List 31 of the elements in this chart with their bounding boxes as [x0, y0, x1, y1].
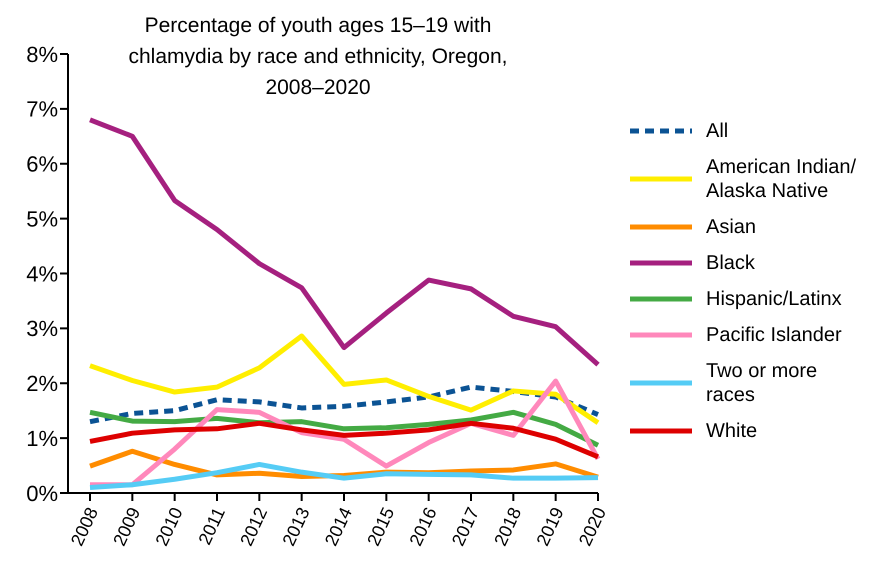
x-tick-label: 2012: [236, 504, 272, 549]
y-tick-label: 0%: [26, 480, 58, 506]
y-tick-label: 1%: [26, 426, 58, 451]
y-tick-label: 3%: [26, 316, 58, 342]
legend-label: White: [706, 418, 758, 442]
legend-label: American Indian/Alaska Native: [706, 154, 858, 202]
legend-label: Pacific Islander: [706, 322, 843, 346]
x-tick-label: 2019: [532, 504, 568, 549]
x-tick-label: 2015: [363, 504, 398, 549]
x-tick-label: 2018: [490, 504, 526, 549]
chart-title: Percentage of youth ages 15–19 with chlamydia by race and ethnicity, Oregon, 2008–2020: [128, 13, 508, 101]
y-tick-label: 6%: [26, 152, 58, 177]
x-tick-label: 2008: [66, 504, 102, 549]
legend-label: All: [706, 118, 730, 142]
x-tick-label: 2013: [278, 504, 314, 549]
x-tick-label: 2017: [448, 504, 483, 549]
x-tick-label: 2011: [194, 504, 229, 548]
x-tick-label: 2020: [574, 504, 610, 549]
y-tick-label: 5%: [26, 206, 58, 232]
legend-label: Black: [706, 250, 756, 274]
x-tick-label: 2016: [406, 504, 441, 549]
y-tick-label: 4%: [26, 261, 58, 286]
y-tick-label: 2%: [26, 371, 58, 396]
legend-label: Two or more races: [706, 358, 818, 406]
legend-label: Hispanic/Latinx: [706, 286, 843, 310]
x-tick-label: 2010: [152, 504, 187, 549]
y-tick-label: 8%: [26, 42, 58, 67]
legend-label: Asian: [706, 214, 758, 238]
x-tick-label: 2009: [109, 504, 144, 549]
x-tick-label: 2014: [320, 504, 356, 549]
y-tick-label: 7%: [26, 96, 58, 122]
